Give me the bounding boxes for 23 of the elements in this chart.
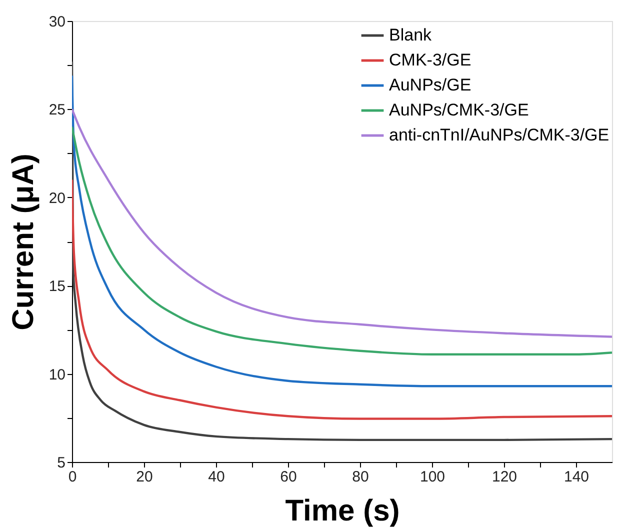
y-tick-label: 5 (57, 454, 66, 472)
x-axis-title: Time (s) (285, 494, 400, 528)
x-tick-label: 120 (492, 468, 518, 486)
x-tick-label: 140 (564, 468, 590, 486)
y-tick-label: 20 (48, 190, 66, 207)
x-tick-label: 40 (208, 468, 225, 486)
x-tick-label: 80 (352, 468, 369, 486)
legend-label: AuNPs/GE (389, 76, 472, 94)
y-tick-label: 15 (48, 278, 66, 296)
legend-label: anti-cnTnI/AuNPs/CMK-3/GE (389, 126, 610, 144)
y-tick-label: 25 (48, 102, 66, 119)
line-series (72, 74, 612, 388)
x-tick-label: 0 (68, 468, 77, 486)
y-tick-label: 30 (48, 14, 66, 30)
x-tick-label: 20 (136, 468, 153, 486)
y-tick-label: 10 (48, 366, 66, 384)
y-axis-title: Current (μA) (6, 154, 40, 330)
x-tick-label: 100 (420, 468, 446, 486)
legend-label: Blank (389, 26, 432, 44)
x-tick-label: 60 (280, 468, 297, 486)
legend-label: CMK-3/GE (389, 50, 472, 70)
legend-label: AuNPs/CMK-3/GE (389, 100, 529, 120)
line-series (72, 178, 612, 420)
